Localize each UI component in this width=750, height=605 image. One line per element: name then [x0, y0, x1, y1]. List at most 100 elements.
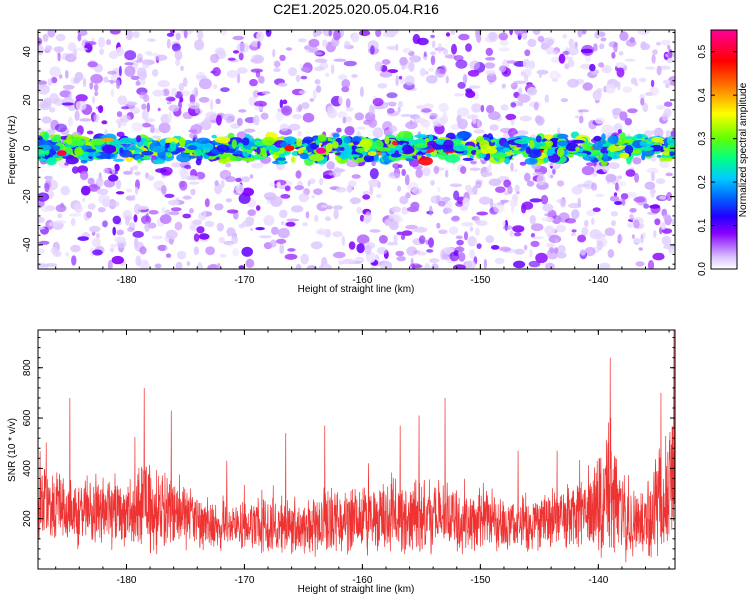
heatmap-speckle — [529, 198, 542, 203]
heatmap-speckle — [595, 193, 605, 197]
heatmap-speckle — [236, 117, 243, 127]
heatmap-speckle — [102, 198, 110, 208]
heatmap-speckle — [55, 123, 67, 133]
heatmap-speckle — [38, 80, 47, 85]
heatmap-speckle — [423, 51, 427, 58]
y-tick-label: 200 — [22, 510, 33, 527]
heatmap-speckle — [650, 79, 655, 88]
heatmap-speckle — [645, 66, 656, 70]
heatmap-speckle — [260, 112, 269, 120]
heatmap-speckle — [53, 98, 65, 106]
heatmap-speckle — [379, 261, 393, 269]
heatmap-speckle — [453, 250, 459, 256]
heatmap-speckle — [390, 206, 401, 213]
heatmap-speckle — [510, 102, 517, 108]
y-tick-label: 40 — [22, 46, 33, 58]
heatmap-speckle — [441, 196, 451, 202]
heatmap-speckle — [485, 235, 495, 244]
heatmap-speckle — [107, 70, 117, 75]
heatmap-band-cell — [39, 144, 52, 151]
heatmap-speckle — [558, 53, 566, 64]
heatmap-speckle — [212, 84, 218, 90]
heatmap-speckle — [284, 253, 298, 260]
heatmap-speckle — [611, 52, 616, 59]
heatmap-speckle — [467, 236, 477, 247]
heatmap-speckle — [644, 92, 654, 96]
heatmap-speckle — [273, 68, 281, 72]
heatmap-speckle — [455, 59, 468, 69]
heatmap-band-cell — [65, 156, 79, 165]
heatmap-speckle — [132, 194, 136, 201]
heatmap-speckle — [520, 71, 526, 76]
heatmap-speckle — [552, 50, 559, 55]
heatmap-speckle — [635, 261, 645, 267]
heatmap-speckle — [442, 247, 454, 255]
heatmap-speckle — [38, 247, 45, 255]
heatmap-speckle — [351, 74, 358, 78]
heatmap-speckle — [220, 87, 230, 93]
heatmap-speckle — [617, 81, 621, 91]
heatmap-band-cell — [101, 137, 114, 142]
heatmap-speckle — [271, 226, 279, 235]
heatmap-speckle — [509, 30, 513, 36]
heatmap-speckle — [401, 206, 409, 215]
heatmap-speckle — [294, 185, 305, 191]
heatmap-speckle — [629, 37, 635, 44]
heatmap-speckle — [375, 30, 382, 38]
heatmap-band-cell — [86, 152, 101, 157]
heatmap-speckle — [397, 185, 402, 192]
heatmap-band-cell — [66, 135, 73, 145]
heatmap-speckle — [370, 45, 375, 55]
heatmap-speckle — [140, 215, 152, 225]
heatmap-speckle — [456, 114, 462, 124]
heatmap-band-cell — [214, 136, 231, 144]
heatmap-speckle — [668, 48, 673, 59]
heatmap-band-cell — [396, 137, 412, 141]
heatmap-speckle — [577, 197, 582, 208]
heatmap-speckle — [295, 170, 302, 179]
heatmap-speckle — [235, 177, 242, 183]
heatmap-speckle — [92, 96, 96, 104]
heatmap-band-cell — [231, 139, 237, 149]
heatmap-speckle — [75, 100, 87, 111]
heatmap-speckle — [313, 51, 323, 56]
heatmap-band-cell — [195, 158, 202, 166]
heatmap-speckle — [402, 48, 412, 54]
heatmap-speckle — [563, 56, 574, 60]
heatmap-speckle — [556, 180, 565, 187]
heatmap-band-cell — [576, 152, 588, 157]
heatmap-speckle — [38, 216, 45, 224]
heatmap-speckle — [101, 120, 108, 125]
heatmap-speckle — [286, 218, 300, 222]
heatmap-band-cell — [356, 153, 364, 159]
heatmap-speckle — [345, 107, 354, 112]
heatmap-speckle — [601, 124, 614, 136]
heatmap-speckle — [337, 111, 347, 119]
heatmap-speckle — [157, 80, 170, 88]
heatmap-speckle — [404, 75, 415, 86]
heatmap-speckle — [311, 195, 315, 199]
heatmap-speckle — [475, 181, 482, 189]
heatmap-speckle — [426, 249, 434, 253]
heatmap-band-cell — [339, 151, 348, 160]
heatmap-speckle — [182, 195, 192, 200]
heatmap-speckle — [154, 263, 162, 269]
heatmap-speckle — [600, 37, 607, 42]
heatmap-band-cell — [296, 138, 303, 147]
spectrogram-frame — [37, 29, 676, 270]
heatmap-speckle — [314, 79, 321, 85]
heatmap-speckle — [614, 201, 623, 205]
heatmap-speckle — [593, 233, 607, 239]
heatmap-speckle — [103, 76, 109, 83]
heatmap-speckle — [227, 243, 234, 247]
heatmap-speckle — [399, 195, 409, 205]
heatmap-speckle — [49, 66, 61, 78]
heatmap-speckle — [662, 214, 672, 220]
heatmap-speckle — [152, 69, 159, 77]
heatmap-band-cell — [619, 132, 626, 141]
heatmap-speckle — [82, 77, 87, 88]
heatmap-speckle — [424, 263, 431, 269]
heatmap-speckle — [634, 172, 640, 183]
heatmap-speckle — [570, 232, 577, 237]
heatmap-speckle — [629, 208, 637, 213]
